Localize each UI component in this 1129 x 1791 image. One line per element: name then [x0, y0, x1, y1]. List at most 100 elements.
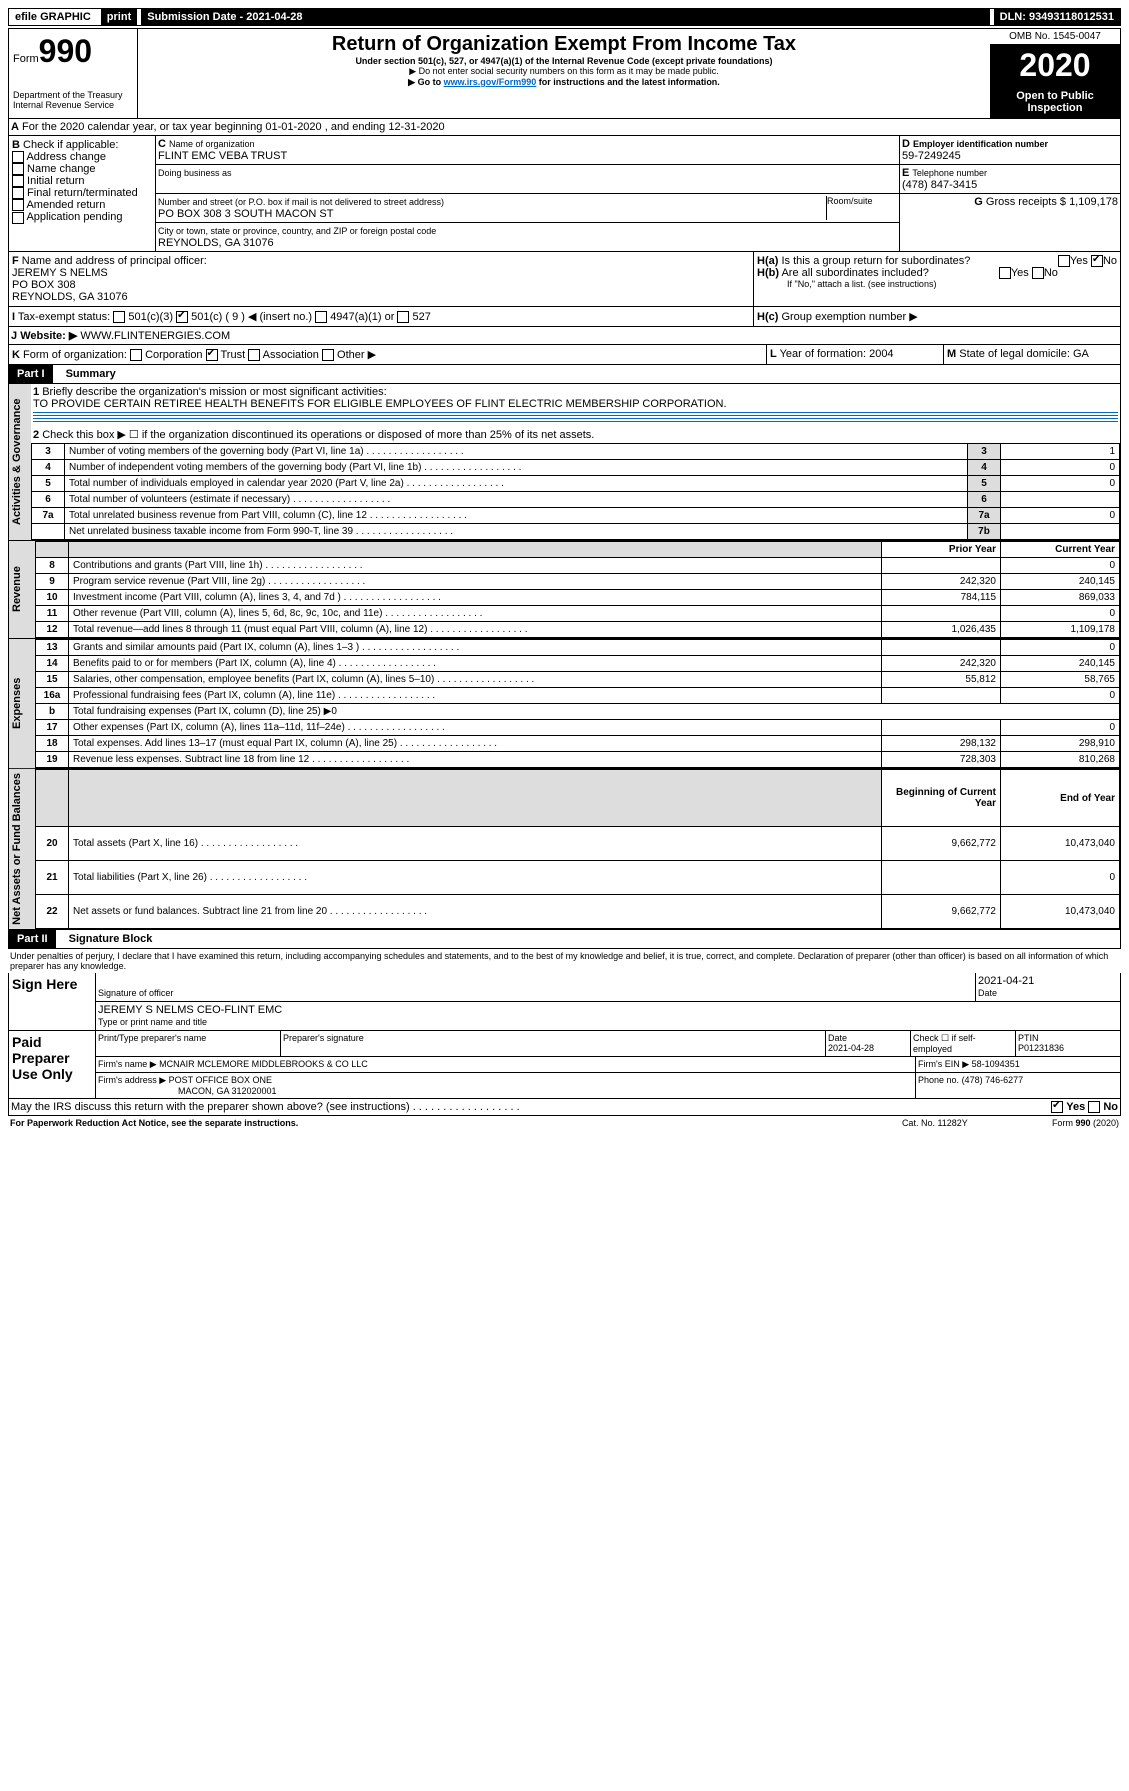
- perjury-text: Under penalties of perjury, I declare th…: [8, 949, 1121, 973]
- sig-officer-label: Signature of officer: [98, 988, 173, 998]
- discuss-yes-checkbox[interactable]: [1051, 1101, 1063, 1113]
- top-bar: efile GRAPHIC print Submission Date - 20…: [8, 8, 1121, 26]
- 527-checkbox[interactable]: [397, 311, 409, 323]
- corp-checkbox[interactable]: [130, 349, 142, 361]
- firm-phone: (478) 746-6277: [962, 1075, 1024, 1085]
- firm-label: Firm's name ▶: [98, 1059, 157, 1069]
- firm-addr-label: Firm's address ▶: [98, 1075, 166, 1085]
- name-title-label: Type or print name and title: [98, 1017, 207, 1027]
- l-label: Year of formation:: [780, 348, 866, 360]
- firm-addr2: MACON, GA 312020001: [98, 1086, 277, 1096]
- officer-addr2: REYNOLDS, GA 31076: [12, 291, 128, 303]
- phone-label: Telephone number: [912, 168, 987, 178]
- b-option-checkbox[interactable]: [12, 163, 24, 175]
- part2-header: Part II Signature Block: [8, 930, 1121, 949]
- form-number: 990: [39, 33, 92, 69]
- l2-text: Check this box ▶ ☐ if the organization d…: [42, 429, 594, 441]
- addr-label: Number and street (or P.O. box if mail i…: [158, 197, 444, 207]
- net-assets-table: Beginning of Current YearEnd of Year20To…: [35, 769, 1120, 929]
- dln-label: DLN: 93493118012531: [994, 9, 1120, 25]
- expenses-table: 13Grants and similar amounts paid (Part …: [35, 639, 1120, 768]
- 501c3-checkbox[interactable]: [113, 311, 125, 323]
- cat-number: Cat. No. 11282Y: [902, 1118, 1052, 1128]
- ha-yes-checkbox[interactable]: [1058, 255, 1070, 267]
- print-button[interactable]: print: [101, 9, 137, 25]
- side-netassets: Net Assets or Fund Balances: [9, 769, 35, 929]
- sign-here-label: Sign Here: [9, 973, 96, 1030]
- hb-label: Are all subordinates included?: [781, 267, 928, 279]
- section-klm: K Form of organization: Corporation Trus…: [8, 345, 1121, 365]
- governance-table: 3Number of voting members of the governi…: [31, 443, 1120, 540]
- pp-sig-label: Preparer's signature: [281, 1031, 826, 1056]
- submission-date: Submission Date - 2021-04-28: [141, 9, 989, 25]
- side-expenses: Expenses: [9, 639, 35, 768]
- officer-name: JEREMY S NELMS: [12, 267, 108, 279]
- line-j: J Website: ▶ WWW.FLINTENERGIES.COM: [8, 327, 1121, 345]
- sigblock-label: Signature Block: [59, 933, 153, 945]
- revenue-table: Prior YearCurrent Year8Contributions and…: [35, 541, 1120, 638]
- ha-no-checkbox[interactable]: [1091, 255, 1103, 267]
- side-revenue: Revenue: [9, 541, 35, 638]
- side-governance: Activities & Governance: [9, 384, 31, 540]
- phone-value: (478) 847-3415: [902, 179, 977, 191]
- mission-text: TO PROVIDE CERTAIN RETIREE HEALTH BENEFI…: [33, 398, 727, 410]
- b-option-checkbox[interactable]: [12, 199, 24, 211]
- assoc-checkbox[interactable]: [248, 349, 260, 361]
- summary-body: Activities & Governance 1 Briefly descri…: [8, 384, 1121, 541]
- room-label: Room/suite: [827, 196, 897, 220]
- l1-label: Briefly describe the organization's miss…: [42, 386, 386, 398]
- pp-name-label: Print/Type preparer's name: [96, 1031, 281, 1056]
- officer-addr1: PO BOX 308: [12, 279, 76, 291]
- hb-yes-checkbox[interactable]: [999, 267, 1011, 279]
- form-title: Return of Organization Exempt From Incom…: [142, 33, 986, 56]
- discuss-row: May the IRS discuss this return with the…: [8, 1099, 1121, 1116]
- pra-notice: For Paperwork Reduction Act Notice, see …: [10, 1118, 902, 1128]
- note-goto: ▶ Go to www.irs.gov/Form990 for instruct…: [142, 77, 986, 88]
- trust-checkbox[interactable]: [206, 349, 218, 361]
- city-state-zip: REYNOLDS, GA 31076: [158, 237, 274, 249]
- summary-label: Summary: [56, 368, 116, 380]
- paid-preparer-label: Paid Preparer Use Only: [9, 1031, 96, 1098]
- dba-label: Doing business as: [158, 168, 232, 178]
- inspection-label: Open to Public Inspection: [990, 86, 1120, 118]
- 501c-checkbox[interactable]: [176, 311, 188, 323]
- officer-name-title: JEREMY S NELMS CEO-FLINT EMC: [98, 1004, 282, 1016]
- b-option-checkbox[interactable]: [12, 187, 24, 199]
- k-label: Form of organization:: [23, 349, 127, 361]
- irs-link[interactable]: www.irs.gov/Form990: [444, 77, 537, 87]
- firm-ein-label: Firm's EIN ▶: [918, 1059, 969, 1069]
- hc-label: Group exemption number ▶: [781, 311, 917, 323]
- footer: For Paperwork Reduction Act Notice, see …: [8, 1116, 1121, 1130]
- dept-label: Department of the Treasury Internal Reve…: [13, 90, 133, 110]
- gross-label: Gross receipts $: [986, 196, 1066, 208]
- other-checkbox[interactable]: [322, 349, 334, 361]
- c-name-label: Name of organization: [169, 139, 255, 149]
- 4947-checkbox[interactable]: [315, 311, 327, 323]
- org-name: FLINT EMC VEBA TRUST: [158, 150, 287, 162]
- date-label: Date: [978, 988, 997, 998]
- firm-ein: 58-1094351: [972, 1059, 1020, 1069]
- firm-name: MCNAIR MCLEMORE MIDDLEBROOKS & CO LLC: [159, 1059, 368, 1069]
- l-value: 2004: [869, 348, 893, 360]
- discuss-no-checkbox[interactable]: [1088, 1101, 1100, 1113]
- form-footer: Form 990 (2020): [1052, 1118, 1119, 1128]
- ha-label: Is this a group return for subordinates?: [781, 255, 970, 267]
- b-option-checkbox[interactable]: [12, 151, 24, 163]
- discuss-text: May the IRS discuss this return with the…: [11, 1101, 1051, 1113]
- website-label: Website: ▶: [20, 330, 77, 342]
- ptin-label: PTIN: [1018, 1033, 1039, 1043]
- part1-header: Part I Summary: [8, 365, 1121, 384]
- ptin-value: P01231836: [1018, 1043, 1064, 1053]
- hb-no-checkbox[interactable]: [1032, 267, 1044, 279]
- hb-note: If "No," attach a list. (see instruction…: [757, 279, 1117, 289]
- tax-year: 2020: [990, 45, 1120, 86]
- b-option-checkbox[interactable]: [12, 212, 24, 224]
- section-i: I Tax-exempt status: 501(c)(3) 501(c) ( …: [8, 307, 1121, 327]
- b-option-checkbox[interactable]: [12, 175, 24, 187]
- form-subtitle: Under section 501(c), 527, or 4947(a)(1)…: [142, 56, 986, 66]
- sign-date: 2021-04-21: [978, 975, 1034, 987]
- pp-date-label: Date: [828, 1033, 847, 1043]
- city-label: City or town, state or province, country…: [158, 226, 436, 236]
- officer-label: Name and address of principal officer:: [22, 255, 207, 267]
- street-address: PO BOX 308 3 SOUTH MACON ST: [158, 208, 333, 220]
